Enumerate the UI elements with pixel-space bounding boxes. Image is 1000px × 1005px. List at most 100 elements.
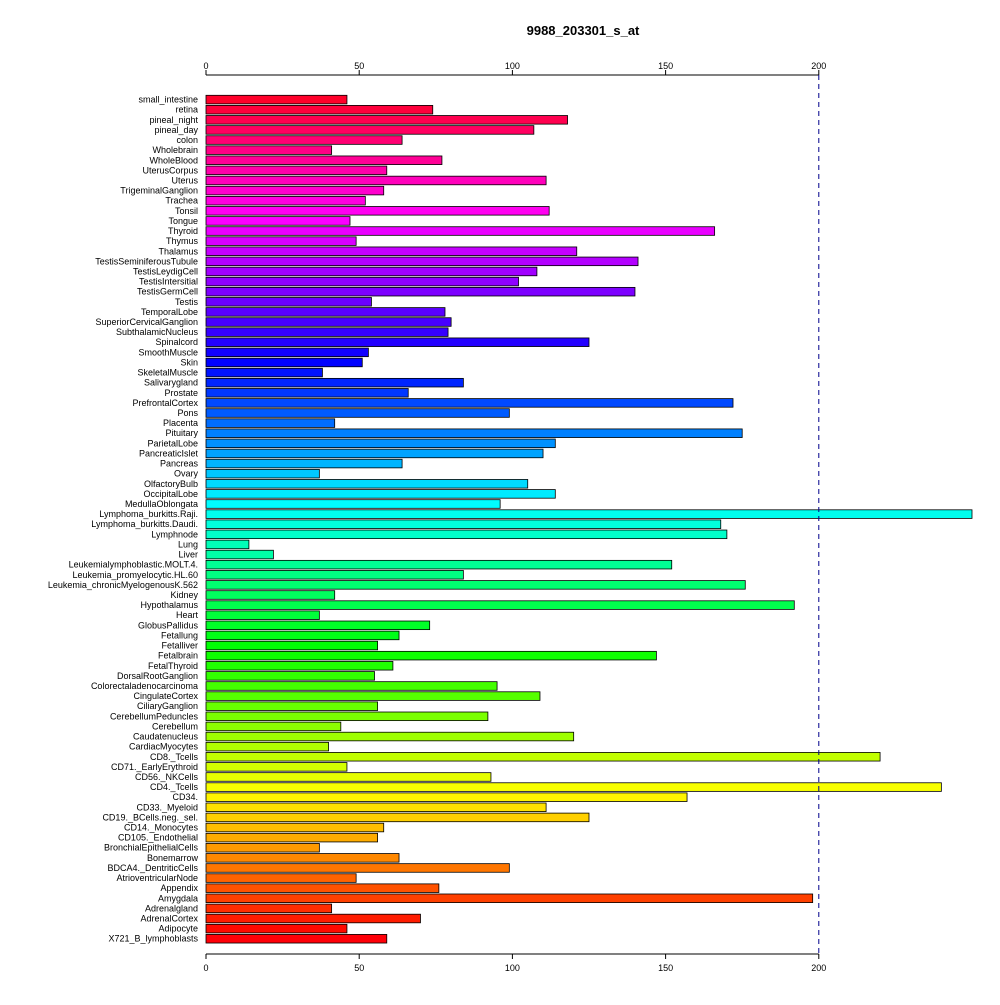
bar xyxy=(205,802,547,813)
bar xyxy=(205,640,378,651)
bar xyxy=(205,256,639,267)
category-label: PancreaticIslet xyxy=(139,448,199,458)
bar xyxy=(205,115,568,125)
category-label: Pituitary xyxy=(165,428,198,438)
category-label: Leukemialymphoblastic.MOLT.4. xyxy=(69,560,198,570)
top-tick-label: 100 xyxy=(505,61,520,71)
category-label: Adrenalgland xyxy=(145,903,198,913)
bar xyxy=(205,832,378,843)
bar xyxy=(205,388,409,398)
bar xyxy=(205,590,336,600)
bar xyxy=(205,782,942,792)
bar xyxy=(205,731,575,742)
bar xyxy=(205,701,378,711)
category-label: Ovary xyxy=(174,469,199,479)
category-label: TrigeminalGanglion xyxy=(120,186,198,196)
bar xyxy=(205,721,342,732)
bar xyxy=(205,317,452,327)
category-label: Tongue xyxy=(168,216,198,226)
bar xyxy=(205,94,348,105)
bar xyxy=(205,327,449,337)
category-label: Adipocyte xyxy=(158,924,198,934)
bar xyxy=(205,155,443,165)
bar xyxy=(205,206,550,216)
category-label: Lymphoma_burkitts.Daudi. xyxy=(91,519,198,529)
category-label: Fetalliver xyxy=(161,641,198,651)
bar xyxy=(205,367,323,378)
bar xyxy=(205,893,814,903)
top-tick-label: 200 xyxy=(811,61,826,71)
category-label: Lymphnode xyxy=(151,529,198,539)
category-label: TestisGermCell xyxy=(137,287,198,297)
bar xyxy=(205,216,351,226)
category-label: Placenta xyxy=(163,418,198,428)
category-label: CD34. xyxy=(172,792,198,802)
bar xyxy=(205,398,734,408)
category-label: Cerebellum xyxy=(152,721,198,731)
bar xyxy=(205,418,336,428)
category-label: Colorectaladenocarcinoma xyxy=(91,681,198,691)
category-label: BronchialEpithelialCells xyxy=(104,843,199,853)
category-label: Thyroid xyxy=(168,226,198,236)
category-label: SubthalamicNucleus xyxy=(116,327,199,337)
bar xyxy=(205,822,385,833)
category-label: SmoothMuscle xyxy=(138,347,198,357)
category-labels: small_intestineretinapineal_nightpineal_… xyxy=(48,95,199,944)
bar xyxy=(205,559,673,570)
category-label: Tonsil xyxy=(175,206,198,216)
category-label: AtrioventricularNode xyxy=(116,873,198,883)
bar xyxy=(205,165,388,176)
bar xyxy=(205,246,578,256)
category-label: X721_B_lymphoblasts xyxy=(108,934,198,944)
bar xyxy=(205,934,388,944)
category-label: Fetalbrain xyxy=(158,651,198,661)
category-label: Lymphoma_burkitts.Raji. xyxy=(99,509,198,519)
category-label: CingulateCortex xyxy=(133,691,198,701)
bar xyxy=(205,195,366,206)
bar xyxy=(205,792,688,802)
bar xyxy=(205,105,434,115)
category-label: DorsalRootGanglion xyxy=(117,671,198,681)
category-label: OlfactoryBulb xyxy=(144,479,198,489)
category-label: MedullaOblongata xyxy=(125,499,198,509)
category-label: OccipitalLobe xyxy=(143,489,198,499)
bar xyxy=(205,357,363,368)
category-label: Thymus xyxy=(166,236,199,246)
bar xyxy=(205,519,722,529)
bar xyxy=(205,772,492,782)
bottom-tick-label: 0 xyxy=(203,963,208,973)
category-label: GlobusPallidus xyxy=(138,620,199,630)
bar xyxy=(205,286,636,297)
category-label: Uterus xyxy=(171,175,198,185)
category-label: Wholebrain xyxy=(152,145,198,155)
bar xyxy=(205,175,547,186)
category-label: Pons xyxy=(177,408,198,418)
bar xyxy=(205,509,973,519)
bar xyxy=(205,297,372,307)
category-label: CD105._Endothelial xyxy=(118,833,198,843)
bar xyxy=(205,448,544,459)
category-label: Leukemia_promyelocytic.HL.60 xyxy=(72,570,198,580)
bar xyxy=(205,145,333,155)
bar xyxy=(205,226,716,236)
bar xyxy=(205,681,498,691)
category-label: CerebellumPeduncles xyxy=(110,711,199,721)
bar xyxy=(205,529,728,540)
bottom-tick-label: 150 xyxy=(658,963,673,973)
category-label: PrefrontalCortex xyxy=(132,398,198,408)
category-label: Lung xyxy=(178,539,198,549)
category-label: UterusCorpus xyxy=(142,165,198,175)
category-label: Thalamus xyxy=(158,246,198,256)
bar xyxy=(205,923,348,934)
bar xyxy=(205,913,421,924)
category-label: SkeletalMuscle xyxy=(137,368,198,378)
category-label: colon xyxy=(176,135,198,145)
category-label: ParietalLobe xyxy=(147,438,198,448)
category-label: Pancreas xyxy=(160,459,199,469)
bar xyxy=(205,863,510,873)
category-label: TestisLeydigCell xyxy=(133,266,198,276)
chart-title: 9988_203301_s_at xyxy=(527,23,640,38)
category-label: Caudatenucleus xyxy=(133,732,199,742)
bar xyxy=(205,125,535,135)
